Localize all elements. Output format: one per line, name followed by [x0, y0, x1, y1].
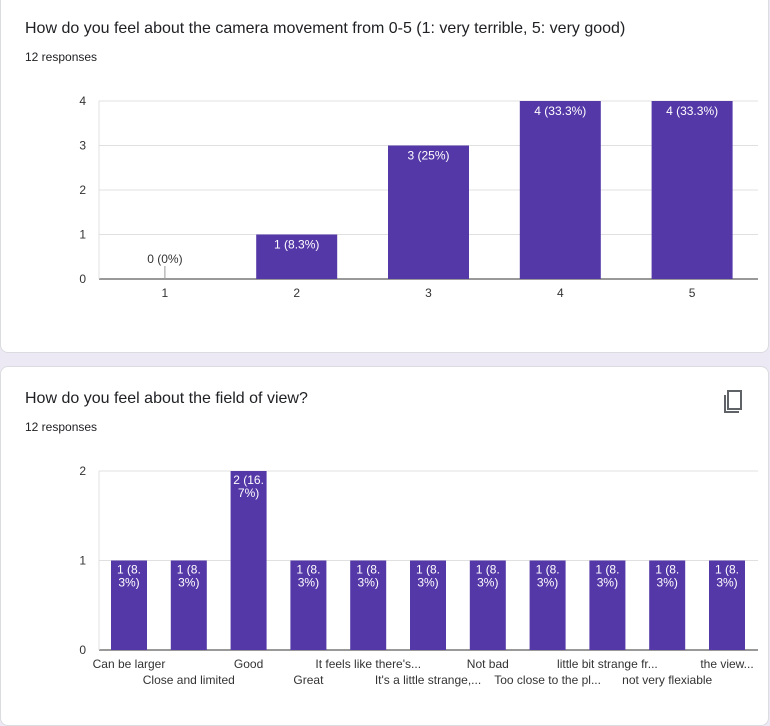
question-card-camera-movement: How do you feel about the camera movemen… — [0, 0, 769, 353]
bar-data-label: 0 (0%) — [147, 252, 182, 266]
y-tick-label: 2 — [79, 464, 86, 478]
x-tick-label: Good — [234, 657, 263, 671]
bar-data-label: 3%) — [118, 576, 139, 590]
bar-data-label: 2 (16. — [233, 473, 264, 487]
y-tick-label: 1 — [79, 554, 86, 568]
response-count: 12 responses — [25, 420, 98, 434]
x-tick-label: 4 — [557, 286, 564, 300]
bar-data-label: 1 (8. — [296, 563, 320, 577]
x-tick-label: little bit strange fr... — [557, 657, 658, 671]
bar-data-label: 3%) — [477, 576, 498, 590]
x-tick-label: 3 — [425, 286, 432, 300]
bar-data-label: 7%) — [238, 486, 259, 500]
bar — [519, 101, 601, 279]
y-tick-label: 0 — [79, 272, 86, 286]
bar-data-label: 3 (25%) — [407, 149, 449, 163]
x-tick-label: Too close to the pl... — [494, 673, 601, 687]
bar-data-label: 1 (8. — [177, 563, 201, 577]
x-tick-label: Not bad — [467, 657, 509, 671]
bar-data-label: 3%) — [716, 576, 737, 590]
bar-data-label: 4 (33.3%) — [534, 104, 586, 118]
x-tick-label: 5 — [689, 286, 696, 300]
bar — [111, 560, 147, 650]
bar-data-label: 3%) — [358, 576, 379, 590]
bar — [469, 560, 506, 650]
bar — [529, 560, 566, 650]
bar-data-label: 1 (8. — [655, 563, 679, 577]
y-tick-label: 3 — [79, 139, 86, 153]
bar-data-label: 3%) — [597, 576, 618, 590]
x-tick-label: Close and limited — [143, 673, 235, 687]
y-tick-label: 2 — [79, 183, 86, 197]
bar-data-label: 3%) — [657, 576, 678, 590]
y-tick-label: 1 — [79, 228, 86, 242]
bar-data-label: 1 (8. — [536, 563, 560, 577]
bar — [230, 471, 267, 650]
x-tick-label: 2 — [293, 286, 300, 300]
bar-data-label: 1 (8. — [356, 563, 380, 577]
bar — [388, 145, 469, 279]
bar-data-label: 1 (8. — [595, 563, 619, 577]
x-tick-label: the view... — [700, 657, 753, 671]
bar-data-label: 3%) — [537, 576, 558, 590]
response-count: 12 responses — [25, 50, 98, 64]
bar-data-label: 3%) — [178, 576, 199, 590]
bar-data-label: 3%) — [298, 576, 319, 590]
bar — [651, 101, 733, 279]
copy-chart-button[interactable] — [722, 389, 744, 415]
bar — [170, 560, 207, 650]
bar-data-label: 1 (8. — [476, 563, 500, 577]
x-tick-label: not very flexiable — [622, 673, 712, 687]
bar — [256, 234, 338, 279]
bar-data-label: 3%) — [417, 576, 438, 590]
bar-data-label: 1 (8.3%) — [274, 238, 319, 252]
x-tick-label: 1 — [162, 286, 169, 300]
y-tick-label: 0 — [79, 643, 86, 657]
camera-movement-bar-chart: 0 1 2 3 4 0 (0%) 1 1 (8.3%) 2 3 (25%) 3 4 (33.3%) 4 4… — [79, 94, 758, 300]
bar — [589, 560, 626, 650]
bar — [290, 560, 327, 650]
question-title: How do you feel about the field of view? — [25, 390, 308, 407]
bar-data-label: 1 (8. — [416, 563, 440, 577]
x-tick-label: Can be larger — [93, 657, 166, 671]
question-card-field-of-view: How do you feel about the field of view?… — [0, 366, 769, 726]
bar — [410, 560, 446, 650]
x-tick-label: It feels like there's... — [315, 657, 421, 671]
bar — [649, 560, 686, 650]
bar-data-label: 1 (8. — [117, 563, 141, 577]
x-tick-label: Great — [293, 673, 324, 687]
copy-chart-icon — [724, 390, 742, 413]
x-tick-label: It's a little strange,... — [375, 673, 481, 687]
bar-data-label: 1 (8. — [715, 563, 739, 577]
bar-data-label: 4 (33.3%) — [666, 104, 718, 118]
bar — [350, 560, 387, 650]
question-title: How do you feel about the camera movemen… — [25, 20, 626, 37]
y-tick-label: 4 — [79, 94, 86, 108]
bar — [709, 560, 745, 650]
